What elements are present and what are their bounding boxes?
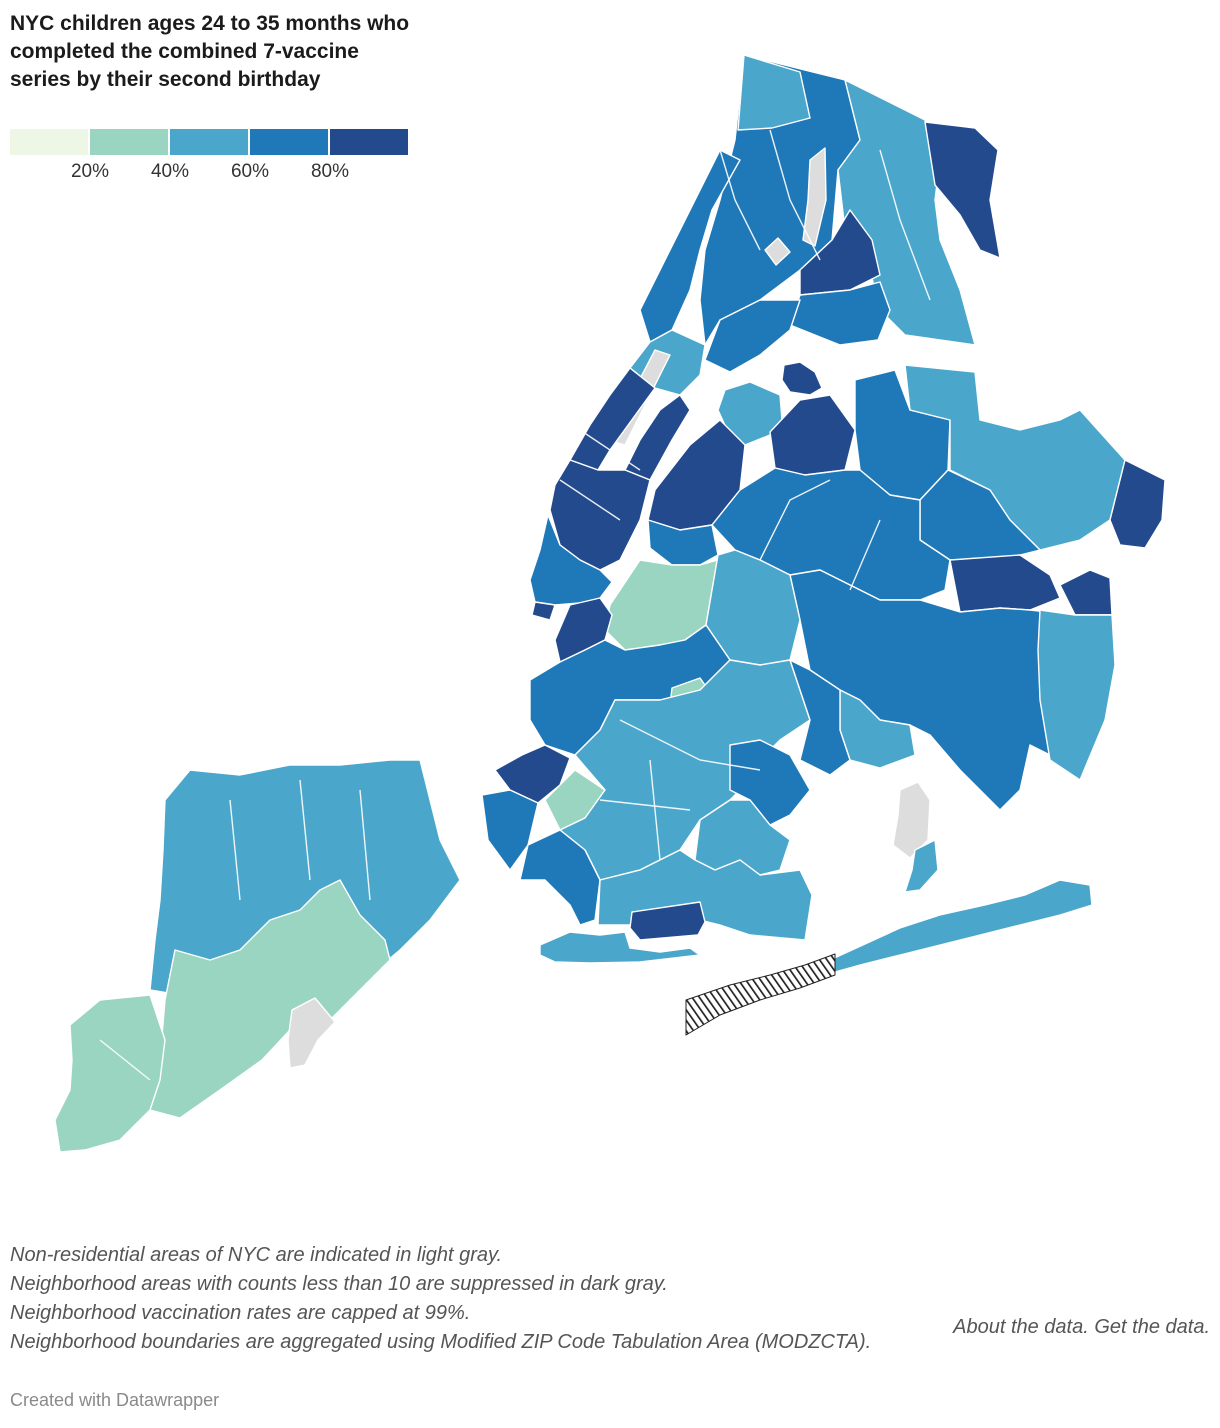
queens-south-east-2[interactable] [1059,569,1113,616]
manhattan-financial-district[interactable] [531,601,556,621]
staten-island-south[interactable] [54,994,166,1153]
brooklyn-canarsie[interactable] [729,739,811,826]
footnotes: Non-residential areas of NYC are indicat… [10,1241,1210,1357]
legend-labels: 20% 40% 60% 80% [10,161,408,185]
bronx-nonres-small[interactable] [764,237,791,266]
queens-far-east[interactable] [1037,609,1116,781]
queens-rikers[interactable] [781,361,823,396]
legend-swatch-40-60 [170,129,248,155]
legend-label-40: 40% [150,161,190,182]
legend-swatch-60-80 [250,129,328,155]
manhattan-midtown[interactable] [549,459,651,571]
legend-swatch-80-100 [330,129,408,155]
rockaway-broad-channel[interactable] [904,839,939,893]
bronx-south-mott-haven[interactable] [704,299,801,373]
brooklyn-coney-island[interactable] [539,931,701,964]
legend-swatch-20-40 [90,129,168,155]
data-links: About the data. Get the data. [953,1316,1210,1339]
bronx-soundview[interactable] [789,281,891,346]
legend-swatch-0-20 [10,129,88,155]
legend-label-60: 60% [230,161,270,182]
note-boundaries: Neighborhood boundaries are aggregated u… [10,1331,872,1353]
queens-queens-village[interactable] [1109,459,1166,549]
about-the-data-link[interactable]: About the data. [953,1316,1089,1338]
brooklyn-brighton[interactable] [629,901,706,941]
datawrapper-credit: Created with Datawrapper [10,1390,220,1410]
staten-island-mid[interactable] [149,879,391,1119]
note-capped: Neighborhood vaccination rates are cappe… [10,1302,471,1324]
bronx-riverdale[interactable] [737,54,811,131]
bronx-city-island[interactable] [924,121,1001,259]
note-suppressed: Neighborhood areas with counts less than… [10,1273,668,1295]
rockaway-breezy-point-suppressed[interactable] [685,953,836,1036]
legend-bar [10,129,408,155]
brooklyn-bath-beach[interactable] [519,829,601,926]
legend-label-20: 20% [70,161,110,182]
get-the-data-link[interactable]: Get the data. [1094,1316,1210,1338]
bronx-nonres-park[interactable] [802,147,827,247]
legend-label-80: 80% [310,161,350,182]
color-legend: 20% 40% 60% 80% [10,129,408,185]
queens-jackson-heights[interactable] [769,394,856,476]
queens-bayside[interactable] [904,364,1126,551]
note-non-residential: Non-residential areas of NYC are indicat… [10,1244,503,1266]
brooklyn-greenpoint[interactable] [647,519,719,566]
nyc-choropleth-map [54,54,1166,1153]
brooklyn-east-new-york[interactable] [789,659,851,776]
rockaway-east[interactable] [829,879,1093,973]
chart-title: NYC children ages 24 to 35 months who co… [10,12,410,91]
queens-south-east-1[interactable] [949,554,1061,613]
staten-island-fresh-kills-nonres[interactable] [287,997,336,1069]
